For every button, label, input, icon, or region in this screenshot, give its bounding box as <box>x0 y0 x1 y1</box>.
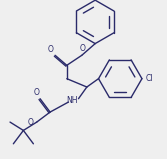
Text: O: O <box>34 88 40 97</box>
Text: O: O <box>80 44 86 53</box>
Text: O: O <box>48 45 54 54</box>
Text: Cl: Cl <box>145 74 153 83</box>
Text: NH: NH <box>66 96 77 105</box>
Text: O: O <box>28 118 33 127</box>
